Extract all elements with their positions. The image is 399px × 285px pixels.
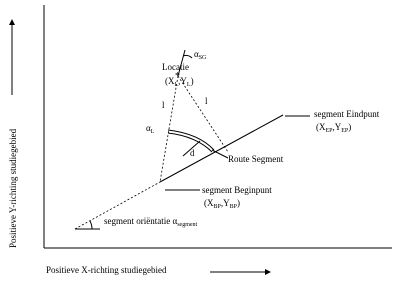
angle-sg-arc <box>182 54 193 59</box>
subscript: SG <box>199 55 207 61</box>
route-segment-label: Route Segment <box>228 154 284 164</box>
angle-sg-label: αSG <box>194 49 207 61</box>
text-part: ,Y <box>221 198 230 208</box>
text-part: α <box>194 49 199 59</box>
subscript: segment <box>177 222 197 228</box>
end-point-label: segment Eindpunt <box>314 109 380 119</box>
subscript: L <box>175 82 179 88</box>
text-part: ) <box>191 76 194 86</box>
text-part: (X <box>204 198 214 208</box>
distance-right-label: l <box>205 96 208 106</box>
subscript: EP <box>326 128 334 134</box>
leader-line <box>182 140 201 157</box>
distance-line-left <box>159 75 179 183</box>
distance-line-right <box>177 75 229 153</box>
text-part: ,Y <box>333 122 342 132</box>
subscript: BP <box>214 204 222 210</box>
perpendicular-label: d <box>190 148 195 158</box>
route-arc <box>167 132 213 153</box>
location-coords: (XL,YL) <box>165 76 194 88</box>
leader-route <box>211 149 229 159</box>
subscript: BP <box>230 204 238 210</box>
y-axis-label: Positieve Y-richting studiegebied <box>8 128 18 248</box>
segment <box>159 114 284 183</box>
angle-ref <box>177 49 186 77</box>
text-part: ,Y <box>178 76 187 86</box>
text-part: α <box>146 123 151 133</box>
subscript: EP <box>341 128 349 134</box>
angle-l-label: αL <box>146 123 155 135</box>
begin-point-label: segment Beginpunt <box>202 185 272 195</box>
distance-left-label: l <box>162 100 165 110</box>
route-arc-outer <box>167 129 215 151</box>
text-part: (X <box>165 76 175 86</box>
text-part: ) <box>348 122 351 132</box>
location-point: * <box>175 71 180 82</box>
subscript: L <box>187 82 191 88</box>
text-part: (X <box>316 122 326 132</box>
end-point-coords: (XEP,YEP) <box>316 122 351 134</box>
x-axis-label: Positieve X-richting studiegebied <box>46 265 167 275</box>
location-label: Locatie <box>162 62 189 72</box>
begin-point-coords: (XBP,YBP) <box>204 198 240 210</box>
orientation-arc <box>89 220 93 230</box>
orientation-label: segment oriëntatie αsegment <box>104 216 198 228</box>
text-part: segment oriëntatie α <box>104 216 177 226</box>
subscript: L <box>151 129 155 135</box>
text-part: ) <box>237 198 240 208</box>
segment-extension <box>74 181 161 230</box>
